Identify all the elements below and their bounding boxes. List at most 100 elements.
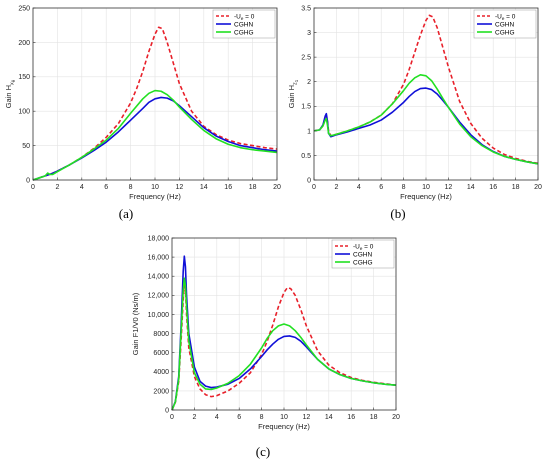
chart-0-ylabel-main: Gain H [4, 85, 13, 108]
chart-2-ytick-label-4: 8000 [153, 331, 169, 338]
chart-0-legend-label-sub-red: e [241, 16, 244, 21]
chart-2-legend-label-green: CGHG [353, 259, 373, 266]
chart-1-ytick-label-1: 0.5 [301, 153, 311, 160]
chart-0-xtick-label-10: 20 [273, 184, 281, 191]
chart-2-xtick-label-9: 18 [370, 414, 378, 421]
chart-1-ytick-label-0: 0 [307, 177, 311, 184]
chart-panel-c: 0 2 4 6 8 10 12 14 16 18 20 0 2000 4000 6000 8000 10,000… [131, 235, 400, 459]
chart-2-ytick-label-5: 10,000 [148, 312, 170, 319]
chart-1-legend-label-green: CGHG [495, 29, 515, 36]
chart-1-ylabel-subsub: 1 [294, 79, 299, 82]
chart-0-ytick-label-2: 100 [18, 109, 30, 116]
chart-1-legend-label-main-blue: CGHN [495, 21, 514, 28]
chart-2-xtick-label-5: 10 [280, 414, 288, 421]
chart-2-xlabel: Frequency (Hz) [258, 422, 310, 431]
chart-2-xtick-label-7: 14 [325, 414, 333, 421]
chart-1-legend-label-main-green: CGHG [495, 29, 515, 36]
chart-2-xtick-label-2: 4 [215, 414, 219, 421]
chart-0-ylabel-sub: x [10, 82, 16, 85]
chart-1-ytick-label-5: 2.5 [301, 55, 311, 62]
chart-2-ytick-label-3: 6000 [153, 350, 169, 357]
chart-1-ytick-label-4: 2 [307, 79, 311, 86]
chart-0-ylabel: Gain Hxθ [4, 79, 16, 108]
chart-2-xtick-label-8: 16 [347, 414, 355, 421]
chart-2-xtick-label-1: 2 [192, 414, 196, 421]
chart-1-xtick-label-7: 14 [467, 184, 475, 191]
chart-panel-a: 0 2 4 6 8 10 12 14 16 18 20050100150200250Frequenc… [4, 5, 281, 221]
chart-2-ytick-label-1: 2000 [153, 388, 169, 395]
chart-1-legend-label-sub-red: e [502, 16, 505, 21]
chart-1-legend-label-red: -Ue = 0 [495, 13, 516, 21]
chart-0-series-line-green [32, 89, 278, 181]
chart-1-xtick-label-9: 18 [512, 184, 520, 191]
chart-0-xlabel: Frequency (Hz) [129, 192, 181, 201]
chart-1-xlabel: Frequency (Hz) [400, 192, 452, 201]
chart-2-legend-label-red: -Ue = 0 [353, 243, 374, 251]
chart-0-legend-label-red: -Ue = 0 [234, 13, 255, 21]
chart-1-xtick-label-0: 0 [312, 184, 316, 191]
chart-0-legend-label-main-green: CGHG [234, 29, 254, 36]
chart-2-ylabel-main: Gain F1/V0 (Ns/m) [131, 292, 140, 355]
chart-2-ylabel: Gain F1/V0 (Ns/m) [131, 292, 140, 355]
chart-0-xtick-label-6: 12 [176, 184, 184, 191]
chart-1-xtick-label-2: 4 [357, 184, 361, 191]
chart-1-xtick-label-8: 16 [489, 184, 497, 191]
chart-2-panel-label: (c) [256, 444, 270, 459]
chart-1-ytick-label-7: 3.5 [301, 5, 311, 12]
chart-0-legend-label-suffix-red: = 0 [243, 13, 254, 20]
chart-0-xtick-label-8: 16 [224, 184, 232, 191]
chart-0-panel-label: (a) [119, 206, 133, 221]
chart-2-legend-label-blue: CGHN [353, 251, 372, 258]
chart-1-panel-label: (b) [390, 206, 405, 221]
chart-1-legend-label-suffix-red: = 0 [504, 13, 515, 20]
chart-0-xtick-label-5: 10 [151, 184, 159, 191]
chart-2-series-line-green [171, 277, 397, 411]
chart-0-ytick-label-5: 250 [18, 5, 30, 12]
chart-2-xtick-label-0: 0 [170, 414, 174, 421]
chart-2-ylabel-group: Gain F1/V0 (Ns/m) [131, 292, 140, 355]
chart-2-ytick-label-9: 18,000 [148, 235, 170, 242]
chart-0-ylabel-group: Gain Hxθ [4, 79, 16, 108]
chart-1-ylabel-main: Gain H [287, 85, 296, 108]
chart-2-legend-label-main-red: -U [353, 243, 360, 250]
chart-1-xtick-label-6: 12 [445, 184, 453, 191]
chart-1-xtick-label-5: 10 [422, 184, 430, 191]
chart-2-ytick-label-6: 12,000 [148, 293, 170, 300]
chart-2-legend-label-main-blue: CGHN [353, 251, 372, 258]
chart-0-xtick-label-1: 2 [55, 184, 59, 191]
chart-2-legend-label-sub-red: e [360, 246, 363, 251]
chart-0-ytick-label-1: 50 [22, 143, 30, 150]
chart-1-ylabel-sub: z [293, 82, 299, 85]
chart-1-ylabel-group: Gain Hz1 [287, 79, 299, 108]
chart-2-legend-label-suffix-red: = 0 [362, 243, 373, 250]
chart-panel-b: 0 2 4 6 8 10 12 14 16 18 20 0 0.5 1 1.5 2 2.5 3 3.5 Frequen… [287, 5, 542, 221]
chart-0-xtick-label-9: 18 [249, 184, 257, 191]
chart-1-legend-label-main-red: -U [495, 13, 502, 20]
chart-2-ytick-label-7: 14,000 [148, 274, 170, 281]
chart-1-ytick-label-3: 1.5 [301, 104, 311, 111]
chart-1-ytick-label-6: 3 [307, 30, 311, 37]
chart-1-xtick-label-4: 8 [402, 184, 406, 191]
chart-0-legend-label-green: CGHG [234, 29, 254, 36]
chart-1-xtick-label-3: 6 [379, 184, 383, 191]
chart-0-xtick-label-2: 4 [80, 184, 84, 191]
chart-0-xtick-label-0: 0 [31, 184, 35, 191]
chart-0-ylabel-subsub: θ [11, 79, 16, 82]
chart-0-xtick-label-3: 6 [104, 184, 108, 191]
chart-1-legend-label-blue: CGHN [495, 21, 514, 28]
chart-0-ytick-label-3: 150 [18, 74, 30, 81]
chart-2-ytick-label-0: 0 [165, 407, 169, 414]
chart-1-ytick-label-2: 1 [307, 128, 311, 135]
chart-0-legend-label-blue: CGHN [234, 21, 253, 28]
chart-0-legend-label-main-blue: CGHN [234, 21, 253, 28]
chart-2-xtick-label-4: 8 [260, 414, 264, 421]
chart-1-xtick-label-1: 2 [334, 184, 338, 191]
chart-0-xtick-label-7: 14 [200, 184, 208, 191]
chart-0-legend-label-main-red: -U [234, 13, 241, 20]
chart-0-xtick-label-4: 8 [129, 184, 133, 191]
chart-1-ylabel: Gain Hz1 [287, 79, 299, 108]
